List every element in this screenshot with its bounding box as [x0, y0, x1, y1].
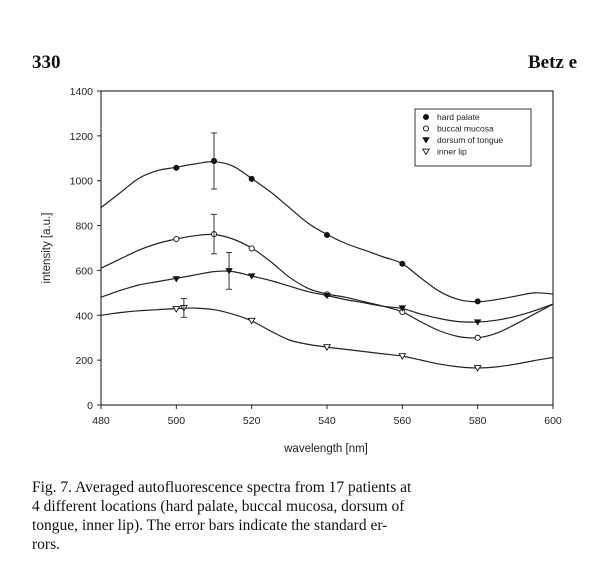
- data-point: [248, 245, 255, 252]
- running-head: Betz e: [528, 52, 578, 73]
- data-point: [474, 334, 481, 341]
- data-point: [173, 235, 180, 243]
- data-point: [474, 298, 481, 305]
- page-number: 330: [32, 52, 61, 73]
- data-point: [473, 365, 482, 372]
- caption-line: rors.: [32, 536, 60, 553]
- legend-label: inner lip: [437, 147, 467, 157]
- x-tick-label: 540: [318, 415, 336, 427]
- data-point: [247, 273, 256, 280]
- y-tick-label: 1400: [70, 86, 94, 98]
- y-tick-label: 0: [87, 400, 93, 412]
- data-point: [172, 276, 181, 283]
- y-tick-label: 800: [75, 221, 93, 233]
- figure-caption: Fig. 7. Averaged autofluorescence spectr…: [32, 478, 585, 554]
- legend-label: buccal mucosa: [437, 124, 494, 134]
- caption-line: 4 different locations (hard palate, bucc…: [32, 498, 405, 515]
- data-point: [323, 292, 331, 300]
- x-tick-label: 500: [168, 415, 186, 427]
- legend-marker: [422, 148, 430, 156]
- y-tick-label: 400: [75, 310, 93, 322]
- caption-line: Fig. 7. Averaged autofluorescence spectr…: [32, 479, 412, 496]
- spectra-chart: 480 500 520 540 560 580 600 0 200 400 600 800 1000 12…: [41, 86, 562, 455]
- data-point: [473, 319, 482, 326]
- data-point: [399, 260, 406, 267]
- legend-label: dorsum of tongue: [437, 135, 503, 145]
- data-point: [398, 305, 407, 312]
- data-point: [248, 175, 255, 182]
- y-axis-label: intensity [a.u.]: [41, 213, 53, 284]
- x-tick-label: 520: [243, 415, 261, 427]
- legend-marker: [422, 137, 430, 144]
- series-line: [100, 233, 554, 339]
- x-tick-label: 560: [394, 415, 412, 427]
- x-tick-label: 600: [544, 415, 562, 427]
- data-point: [323, 344, 331, 352]
- legend-marker: [422, 114, 429, 121]
- data-point: [173, 164, 180, 171]
- caption-line: tongue, inner lip). The error bars indic…: [32, 517, 388, 534]
- legend-label: hard palate: [437, 112, 480, 122]
- y-tick-label: 600: [75, 265, 93, 277]
- x-axis-label: wavelength [nm]: [283, 443, 368, 455]
- y-tick-label: 1000: [70, 176, 94, 188]
- y-tick-label: 200: [75, 355, 93, 367]
- y-tick-label: 1200: [70, 131, 94, 143]
- series-line: [100, 161, 554, 303]
- x-tick-label: 480: [92, 415, 110, 427]
- legend-marker: [422, 125, 430, 132]
- data-point: [323, 231, 330, 238]
- x-tick-label: 580: [469, 415, 487, 427]
- series-line: [100, 307, 554, 369]
- legend-box: [414, 108, 532, 167]
- data-point: [398, 353, 407, 360]
- data-point: [247, 317, 256, 325]
- data-point: [172, 306, 181, 313]
